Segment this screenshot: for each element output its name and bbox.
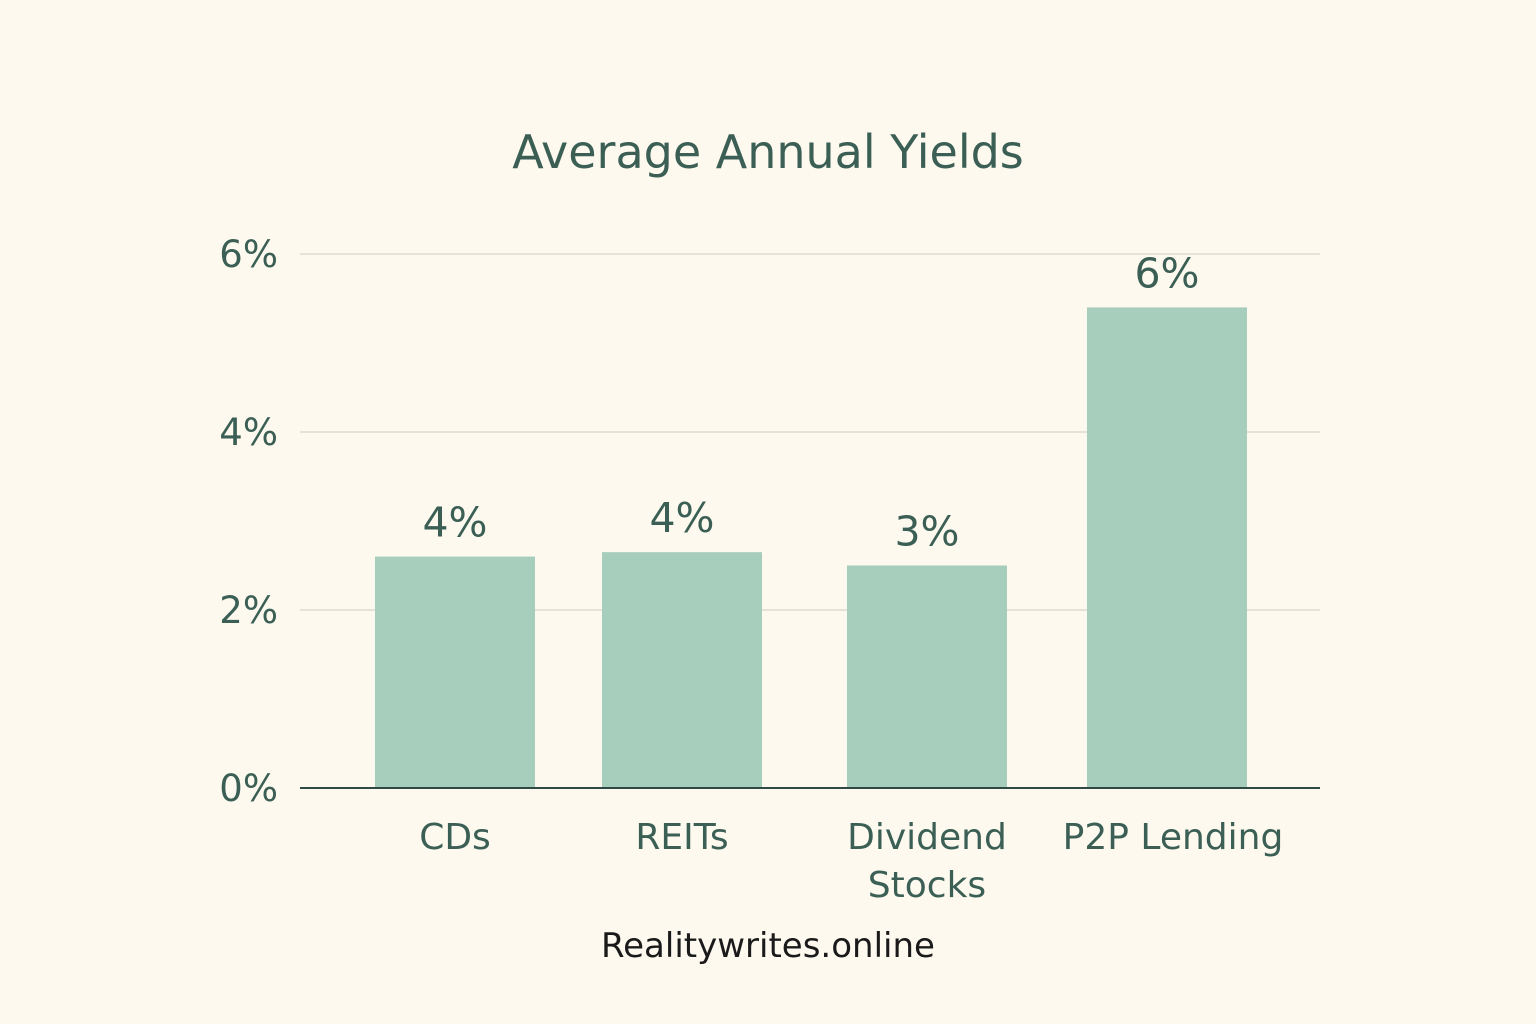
bar-value-label: 4% — [422, 499, 487, 547]
bar — [847, 565, 1007, 788]
value-labels: 4% 4% 3% 6% — [422, 249, 1199, 555]
bar-value-label: 4% — [649, 494, 714, 542]
x-axis-labels: CDs REITs Dividend Stocks P2P Lending — [419, 817, 1283, 906]
y-tick-label: 4% — [219, 411, 278, 454]
chart-title: Average Annual Yields — [512, 125, 1024, 179]
bar-value-label: 3% — [894, 508, 959, 556]
y-tick-label: 6% — [219, 233, 278, 276]
bars — [375, 307, 1247, 788]
bar — [1087, 307, 1247, 788]
x-category-label: P2P Lending — [1063, 817, 1284, 858]
bar-value-label: 6% — [1134, 249, 1199, 297]
bar — [602, 552, 762, 788]
x-category-label: Dividend Stocks — [847, 817, 1007, 906]
bar — [375, 556, 535, 788]
y-tick-label: 2% — [219, 589, 278, 632]
y-tick-label: 0% — [219, 767, 278, 810]
x-category-label: CDs — [419, 817, 491, 858]
x-category-label: REITs — [635, 817, 728, 858]
source-credit: Realitywrites.online — [601, 926, 935, 966]
y-axis-ticks: 0% 2% 4% 6% — [219, 233, 278, 810]
